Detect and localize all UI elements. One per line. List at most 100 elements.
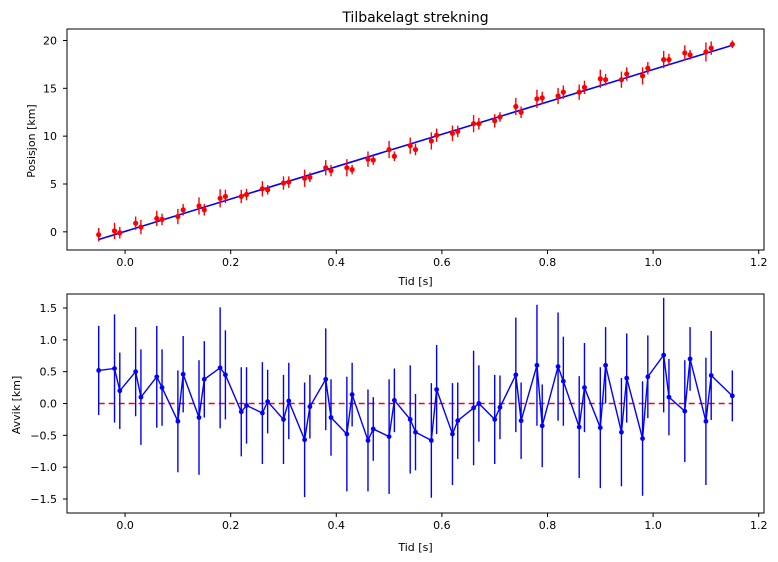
data-point [497, 404, 503, 410]
data-point [624, 375, 630, 381]
y-tick-label: −1.5 [30, 493, 57, 506]
data-point [201, 376, 207, 382]
data-point [117, 230, 123, 236]
data-point [413, 429, 418, 435]
data-point [196, 203, 202, 209]
x-tick-label: 0.8 [539, 256, 557, 269]
data-point [180, 207, 186, 213]
data-point [624, 71, 630, 77]
y-tick-label: 0 [50, 226, 57, 239]
data-point [391, 153, 397, 159]
data-point [560, 378, 566, 384]
data-point [555, 364, 561, 369]
data-point [645, 65, 651, 71]
x-tick-label: 1.0 [644, 256, 662, 269]
data-point [576, 89, 582, 95]
data-point [703, 49, 709, 55]
data-point [365, 156, 371, 162]
data-point [434, 132, 440, 138]
data-point [518, 418, 524, 424]
data-point [96, 232, 102, 238]
data-point [581, 84, 588, 90]
data-point [534, 96, 540, 102]
y-tick-label: 1.5 [40, 302, 58, 315]
data-point [428, 138, 434, 144]
data-point [286, 179, 292, 185]
data-point [560, 89, 566, 95]
data-point [555, 93, 561, 99]
data-point [133, 369, 139, 375]
data-point [582, 385, 587, 390]
data-point [222, 193, 229, 200]
data-point [243, 191, 250, 198]
position-chart: Tilbakelagt strekning 0.0 0.2 0.4 0.6 0.8 1.0… [25, 10, 767, 288]
x-tick-label: 0.2 [222, 519, 240, 532]
data-point [111, 228, 118, 234]
data-point [597, 425, 603, 431]
data-point [576, 424, 582, 430]
data-point [682, 408, 688, 414]
data-point [513, 103, 519, 110]
x-tick-label: 0.6 [433, 256, 451, 269]
data-point [455, 418, 461, 424]
data-point [618, 77, 625, 83]
data-point [281, 417, 286, 422]
y-tick-label: 5 [50, 178, 57, 191]
data-point [96, 367, 102, 373]
data-point [666, 57, 672, 63]
x-tick-label: 0.4 [328, 519, 346, 532]
data-point [386, 146, 392, 153]
y-axis-label: Posisjon [km] [25, 104, 38, 177]
data-point [112, 366, 117, 371]
data-point [534, 362, 540, 368]
data-point [434, 387, 440, 392]
data-point [323, 165, 329, 171]
data-point [391, 397, 397, 403]
data-point [645, 374, 651, 380]
data-point [307, 404, 313, 410]
data-point [280, 180, 287, 186]
data-point [492, 118, 498, 124]
data-point [661, 352, 667, 358]
y-ticks: −1.5 −1.0 −0.5 0.0 0.5 1.0 1.5 [30, 302, 67, 506]
y-tick-label: −1.0 [30, 461, 57, 474]
data-point [449, 130, 456, 136]
data-point [687, 356, 693, 362]
x-tick-label: 1.2 [750, 256, 768, 269]
data-point [217, 195, 223, 201]
data-point [729, 41, 735, 47]
x-tick-label: 0.6 [433, 519, 451, 532]
x-tick-label: 1.0 [644, 519, 662, 532]
data-point [302, 175, 308, 181]
data-point [344, 165, 350, 171]
data-point [238, 193, 244, 200]
y-tick-label: 15 [43, 82, 57, 95]
data-point [407, 143, 413, 149]
data-point [201, 207, 207, 213]
data-point [640, 436, 645, 441]
data-point [470, 121, 477, 127]
data-point [708, 373, 714, 378]
y-tick-label: 20 [43, 34, 57, 47]
data-point [455, 128, 461, 134]
data-point [328, 167, 334, 174]
data-point [476, 121, 482, 127]
data-point [175, 418, 181, 424]
data-point [370, 157, 376, 163]
data-point [344, 431, 350, 437]
x-axis-label: Tid [s] [397, 541, 432, 554]
data-point [265, 187, 271, 193]
data-point [349, 167, 355, 173]
data-point [154, 374, 160, 380]
deviation-line [98, 353, 733, 443]
data-point [138, 224, 144, 230]
data-point [365, 438, 371, 443]
data-point [328, 415, 334, 420]
data-point [513, 372, 519, 378]
data-point [687, 52, 693, 58]
x-tick-label: 0.4 [328, 256, 346, 269]
data-point [259, 410, 265, 416]
x-tick-label: 0.8 [539, 519, 557, 532]
x-tick-label: 0.0 [116, 256, 134, 269]
chart-title: Tilbakelagt strekning [341, 10, 488, 26]
